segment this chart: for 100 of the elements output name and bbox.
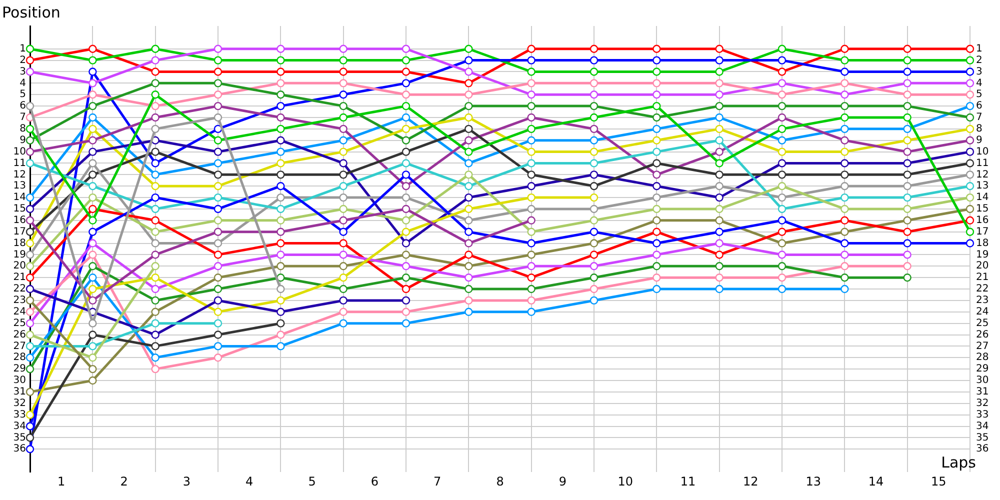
- point: [214, 330, 222, 339]
- point: [88, 330, 97, 339]
- point: [214, 342, 222, 350]
- point: [590, 136, 598, 144]
- point: [715, 90, 724, 99]
- point: [276, 250, 285, 259]
- point: [276, 136, 285, 144]
- point: [88, 102, 97, 110]
- point: [402, 56, 410, 64]
- y-tick-label: 24: [13, 306, 26, 318]
- point: [527, 170, 536, 179]
- y-tick-label: 26: [13, 329, 26, 340]
- point: [276, 148, 285, 156]
- point: [26, 364, 34, 374]
- point: [214, 124, 222, 134]
- point: [88, 44, 97, 53]
- point: [339, 250, 348, 259]
- point: [527, 159, 536, 168]
- point: [402, 228, 410, 236]
- point: [778, 262, 786, 270]
- point: [840, 79, 849, 88]
- y-tick-label: 34: [13, 420, 26, 432]
- point: [590, 170, 598, 179]
- point: [715, 250, 724, 259]
- point: [840, 68, 849, 76]
- point: [26, 124, 34, 134]
- point: [778, 159, 786, 168]
- point: [840, 193, 849, 202]
- y-tick-label: 30: [13, 375, 26, 386]
- point: [590, 262, 598, 270]
- point: [652, 79, 661, 88]
- y2-tick-label: 17: [976, 226, 989, 238]
- y-tick-label: 13: [13, 180, 26, 192]
- point: [276, 102, 285, 110]
- point: [903, 204, 912, 214]
- point: [151, 273, 160, 282]
- point: [402, 90, 410, 99]
- point: [966, 204, 974, 214]
- point: [527, 56, 536, 64]
- point: [590, 124, 598, 134]
- point: [527, 228, 536, 236]
- point: [26, 308, 34, 316]
- y2-tick-label: 1: [976, 43, 982, 54]
- point: [590, 228, 598, 236]
- point: [151, 68, 160, 76]
- point: [464, 68, 473, 76]
- point: [151, 216, 160, 225]
- x-tick-label: 5: [308, 474, 316, 488]
- point: [966, 148, 974, 156]
- point: [151, 228, 160, 236]
- point: [214, 284, 222, 294]
- point: [715, 239, 724, 248]
- y2-tick-label: 28: [976, 352, 989, 364]
- point: [778, 44, 786, 53]
- point: [88, 56, 97, 64]
- point: [88, 148, 97, 156]
- point: [840, 273, 849, 282]
- y2-tick-label: 4: [976, 78, 982, 89]
- point: [652, 273, 661, 282]
- point: [840, 102, 849, 110]
- y-tick-label: 9: [20, 134, 26, 146]
- point: [715, 79, 724, 88]
- point: [214, 204, 222, 214]
- y-tick-label: 15: [13, 204, 26, 215]
- point: [778, 216, 786, 225]
- point: [26, 159, 34, 168]
- point: [527, 148, 536, 156]
- point: [88, 182, 97, 190]
- point: [151, 124, 160, 134]
- point: [214, 216, 222, 225]
- point: [464, 193, 473, 202]
- point: [151, 79, 160, 88]
- point: [527, 216, 536, 225]
- point: [402, 102, 410, 110]
- point: [464, 159, 473, 168]
- y-tick-label: 11: [13, 158, 26, 169]
- point: [715, 102, 724, 110]
- point: [652, 148, 661, 156]
- point: [464, 124, 473, 134]
- point: [590, 216, 598, 225]
- point: [88, 342, 97, 350]
- point: [778, 68, 786, 76]
- y-tick-label: 35: [13, 432, 26, 444]
- point: [339, 319, 348, 328]
- point: [778, 273, 786, 282]
- point: [402, 319, 410, 328]
- point: [464, 136, 473, 144]
- point: [652, 56, 661, 64]
- y2-tick-label: 12: [976, 169, 989, 180]
- point: [464, 262, 473, 270]
- point: [339, 182, 348, 190]
- point: [778, 182, 786, 190]
- point: [840, 44, 849, 53]
- y2-tick-label: 20: [976, 260, 989, 272]
- point: [840, 136, 849, 144]
- y-tick-label: 1: [20, 43, 26, 54]
- point: [402, 159, 410, 168]
- y2-tick-label: 36: [976, 444, 989, 455]
- point: [966, 56, 974, 64]
- point: [26, 102, 34, 110]
